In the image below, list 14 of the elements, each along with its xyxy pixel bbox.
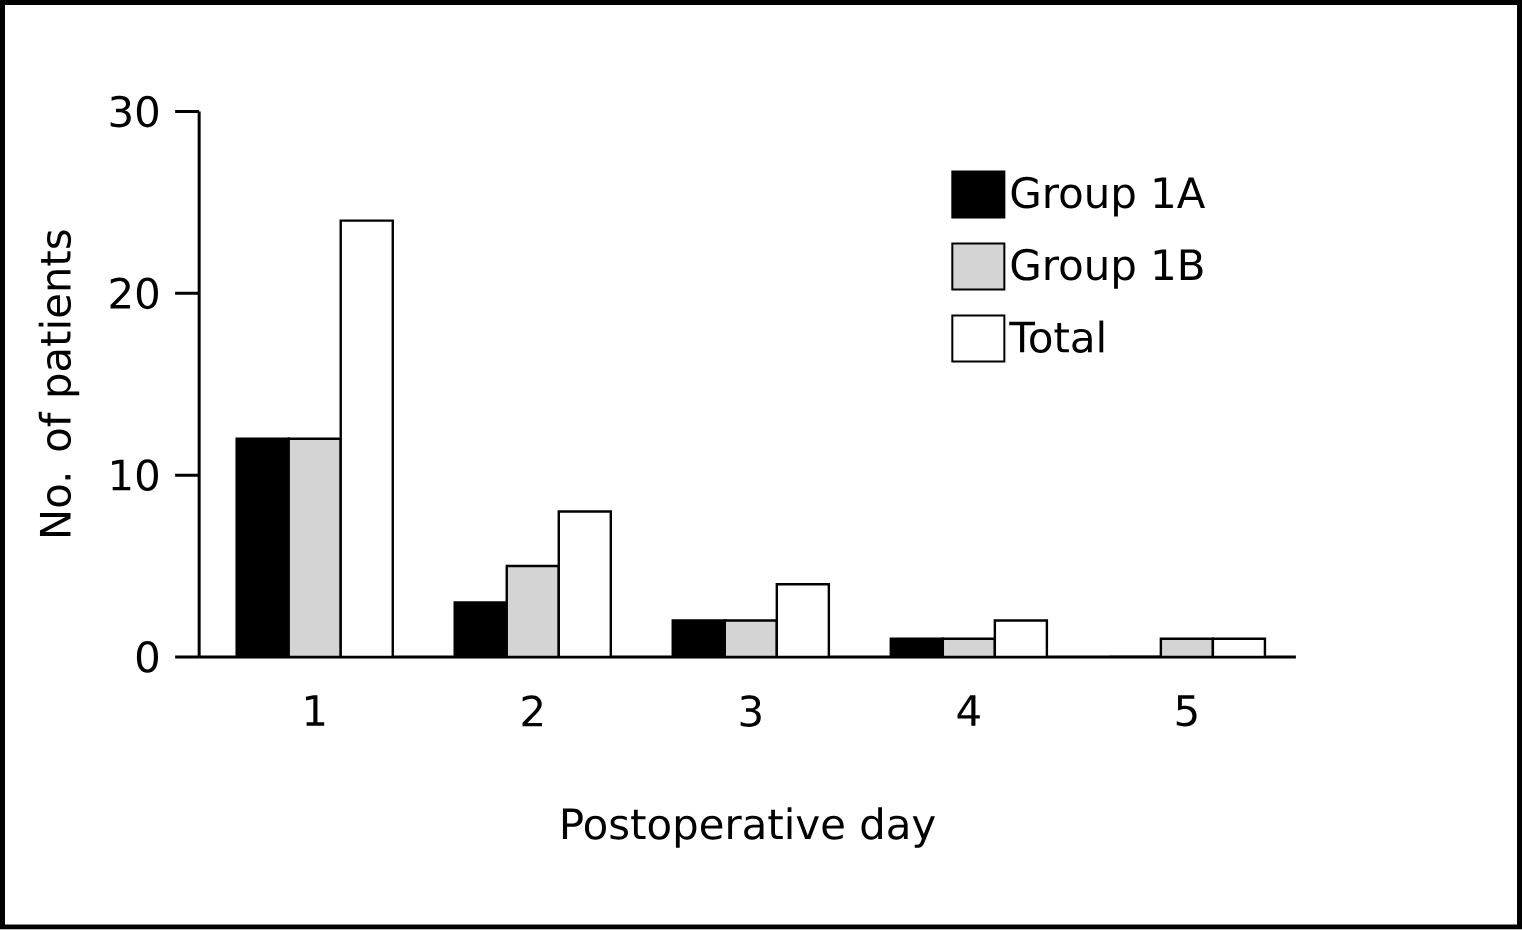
x-tick-label: 5 (1176, 695, 1197, 727)
x-tick-label: 3 (740, 695, 761, 728)
legend-label: Group 1A (1011, 177, 1206, 217)
y-tick-label: 20 (110, 277, 158, 310)
y-axis-title: No. of patients (38, 230, 80, 537)
x-tick-label: 4 (957, 695, 980, 727)
y-tick-label: 10 (112, 459, 158, 492)
x-axis-title: Postoperative day (562, 807, 935, 849)
y-tick-label: 0 (136, 641, 158, 673)
x-tick-label: 1 (305, 695, 325, 727)
y-tick-label: 30 (110, 95, 158, 128)
legend-label: Total (1009, 320, 1104, 354)
legend-label: Group 1B (1011, 249, 1203, 289)
x-tick-label: 2 (522, 695, 542, 727)
